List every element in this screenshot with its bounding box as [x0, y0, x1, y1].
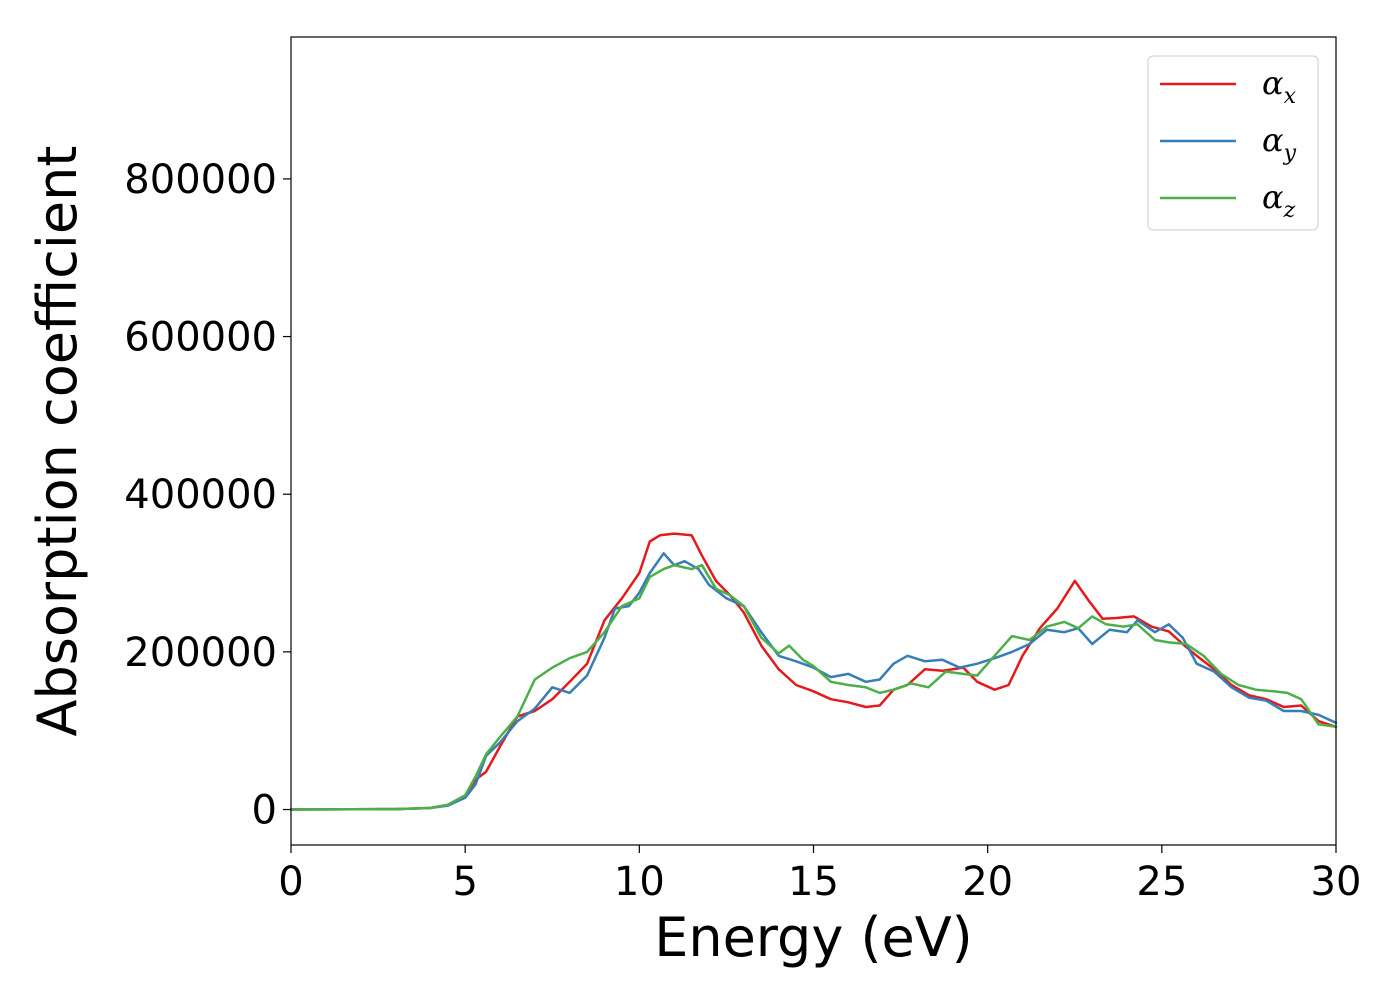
series-line-z: [289, 563, 1338, 811]
x-tick-label: 25: [1136, 859, 1187, 905]
y-axis-label: Absorption coefficient: [26, 146, 89, 737]
y-tick-label: 600000: [124, 315, 277, 361]
y-axis-ticks: 0 200000 400000 600000 800000: [124, 157, 291, 834]
x-axis-label: Energy (eV): [654, 906, 973, 969]
x-tick-label: 20: [962, 859, 1013, 905]
x-tick-label: 10: [614, 859, 665, 905]
x-tick-label: 0: [278, 859, 303, 905]
x-tick-label: 30: [1311, 859, 1362, 905]
series-line-x: [289, 532, 1338, 811]
legend-box: [1147, 55, 1319, 231]
x-tick-label: 5: [452, 859, 477, 905]
x-tick-label: 15: [788, 859, 839, 905]
legend: αx αy αz: [1147, 55, 1319, 231]
x-axis-ticks: 0 5 10 15 20 25 30: [278, 845, 1361, 905]
y-tick-label: 800000: [124, 157, 277, 203]
legend-label-y: αy: [1262, 121, 1297, 166]
y-tick-label: 200000: [124, 630, 277, 676]
y-tick-label: 0: [252, 788, 277, 834]
legend-label-x: αx: [1262, 64, 1297, 109]
series-line-y: [289, 552, 1338, 811]
y-tick-label: 400000: [124, 472, 277, 518]
legend-label-z: αz: [1262, 178, 1296, 223]
series-layer: [289, 532, 1338, 811]
